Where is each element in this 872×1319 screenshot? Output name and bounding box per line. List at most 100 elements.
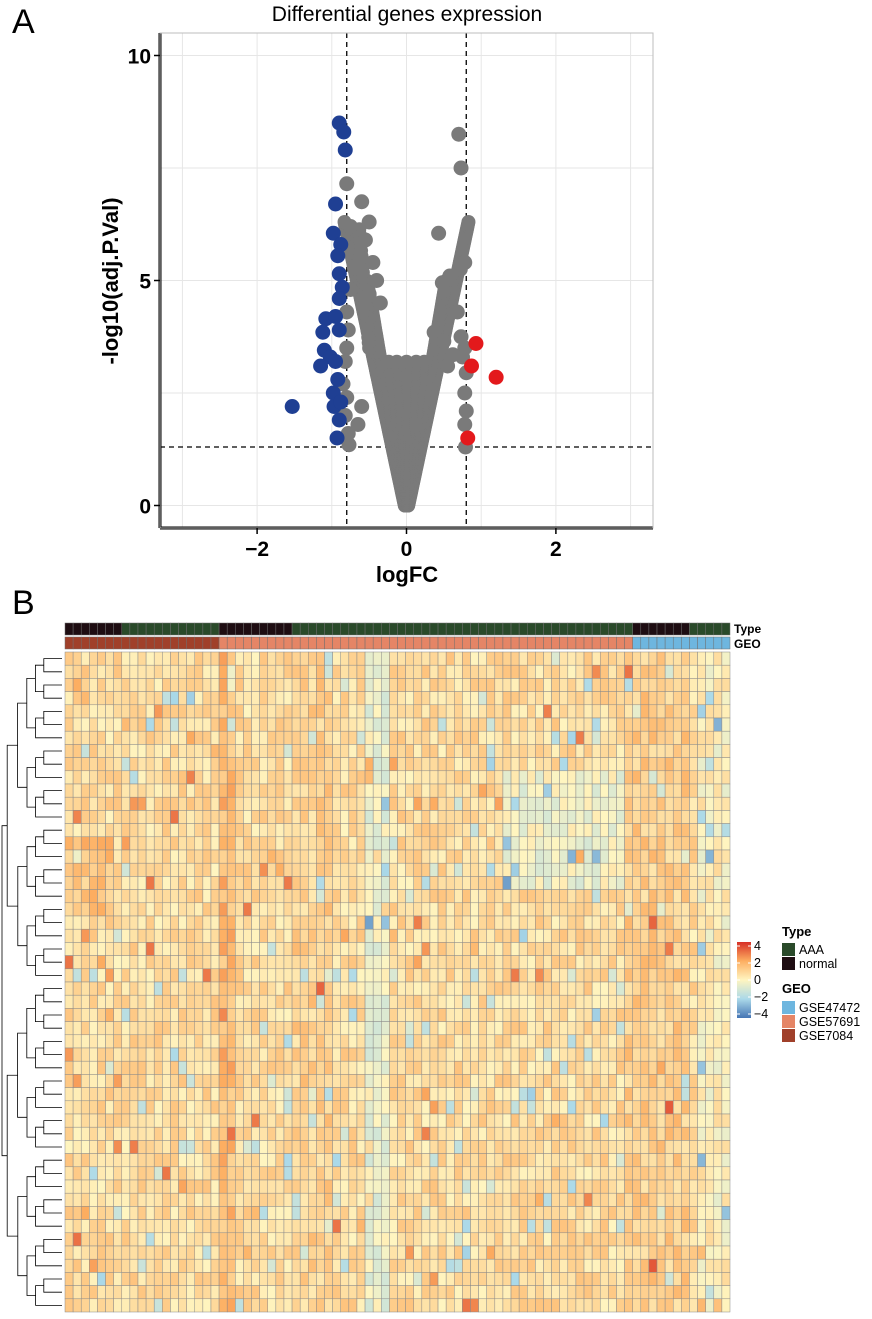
heatmap-cell [656, 876, 666, 890]
heatmap-cell [664, 1060, 674, 1075]
heatmap-cell [510, 955, 520, 970]
heatmap-cell [397, 876, 406, 890]
heatmap-cell [535, 651, 544, 666]
heatmap-cell [178, 1113, 187, 1128]
heatmap-cell [681, 704, 690, 719]
heatmap-cell [681, 717, 690, 732]
heatmap-cell [591, 862, 601, 877]
heatmap-cell [340, 942, 350, 956]
heatmap-cell [316, 915, 325, 930]
heatmap-cell [105, 942, 114, 956]
heatmap-cell [105, 704, 114, 719]
heatmap-cell [567, 1140, 577, 1154]
heatmap-cell [405, 1021, 414, 1036]
heatmap-cell [291, 902, 301, 917]
type-annotation-cell [332, 622, 341, 636]
heatmap-cell [97, 1140, 106, 1154]
heatmap-cell [299, 968, 309, 983]
heatmap-cell [299, 862, 309, 877]
heatmap-cell [672, 717, 682, 732]
type-annotation-cell [259, 622, 268, 636]
heatmap-cell [681, 744, 690, 758]
heatmap-cell [429, 876, 439, 890]
heatmap-cell [405, 1206, 414, 1220]
heatmap-cell [462, 1034, 471, 1049]
heatmap-cell [518, 836, 528, 851]
heatmap-cell [170, 994, 179, 1009]
heatmap-cell [648, 1113, 658, 1128]
heatmap-cell [121, 915, 131, 930]
heatmap-cell [535, 1113, 544, 1128]
heatmap-cell [583, 823, 593, 838]
heatmap-cell [494, 1140, 504, 1154]
heatmap-cell [243, 796, 252, 811]
heatmap-cell [632, 1126, 642, 1141]
heatmap-cell [462, 902, 471, 917]
type-annotation-cell [705, 622, 715, 636]
heatmap-cell [405, 1113, 414, 1128]
heatmap-cell [235, 876, 244, 890]
heatmap-cell [202, 757, 212, 772]
heatmap-cell [648, 1219, 658, 1234]
heatmap-cell [608, 757, 617, 772]
heatmap-cell [121, 876, 131, 890]
heatmap-cell [502, 942, 512, 956]
heatmap-cell [632, 1074, 642, 1088]
heatmap-cell [275, 1047, 285, 1062]
heatmap-cell [259, 744, 268, 758]
point-not [346, 259, 362, 275]
heatmap-cell [445, 783, 455, 798]
heatmap-cell [656, 1034, 666, 1049]
heatmap-cell [348, 1179, 358, 1194]
heatmap-cell [129, 862, 139, 877]
heatmap-cell [113, 994, 123, 1009]
heatmap-cell [226, 1192, 236, 1207]
heatmap-cell [243, 876, 252, 890]
heatmap-cell [162, 862, 171, 877]
type-annotation-cell [543, 622, 552, 636]
heatmap-cell [267, 651, 277, 666]
heatmap-cell [259, 902, 268, 917]
heatmap-cell [575, 955, 585, 970]
heatmap-cell [97, 942, 106, 956]
heatmap-cell [413, 730, 423, 745]
heatmap-cell [664, 757, 674, 772]
heatmap-cell [372, 783, 382, 798]
heatmap-cell [178, 1008, 187, 1022]
heatmap-cell [494, 1206, 504, 1220]
heatmap-cell [105, 757, 114, 772]
heatmap-cell [697, 1206, 706, 1220]
heatmap-cell [437, 744, 447, 758]
heatmap-cell [551, 678, 560, 692]
heatmap-cell [89, 968, 98, 983]
heatmap-cell [275, 876, 285, 890]
heatmap-cell [445, 1021, 455, 1036]
heatmap-cell [178, 1074, 187, 1088]
heatmap-cell [153, 1034, 163, 1049]
heatmap-cell [421, 664, 431, 679]
heatmap-cell [543, 1047, 552, 1062]
heatmap-cell [194, 1192, 204, 1207]
heatmap-cell [510, 1100, 520, 1115]
heatmap-cell [235, 1219, 244, 1234]
heatmap-cell [454, 889, 463, 904]
heatmap-cell [129, 1113, 139, 1128]
heatmap-cell [624, 1245, 633, 1260]
heatmap-cell [608, 823, 617, 838]
heatmap-cell [259, 1219, 268, 1234]
point-not [440, 358, 456, 374]
heatmap-cell [405, 862, 414, 877]
heatmap-cell [291, 968, 301, 983]
heatmap-cell [381, 928, 390, 943]
heatmap-cell [243, 981, 252, 996]
heatmap-cell [632, 862, 642, 877]
heatmap-cell [640, 836, 650, 851]
heatmap-cell [186, 1245, 196, 1260]
heatmap-cell [389, 1074, 398, 1088]
heatmap-cell [721, 678, 731, 692]
heatmap-cell [178, 968, 187, 983]
heatmap-cell [624, 849, 633, 864]
heatmap-cell [681, 876, 690, 890]
heatmap-cell [364, 1140, 374, 1154]
heatmap-cell [470, 1179, 479, 1194]
